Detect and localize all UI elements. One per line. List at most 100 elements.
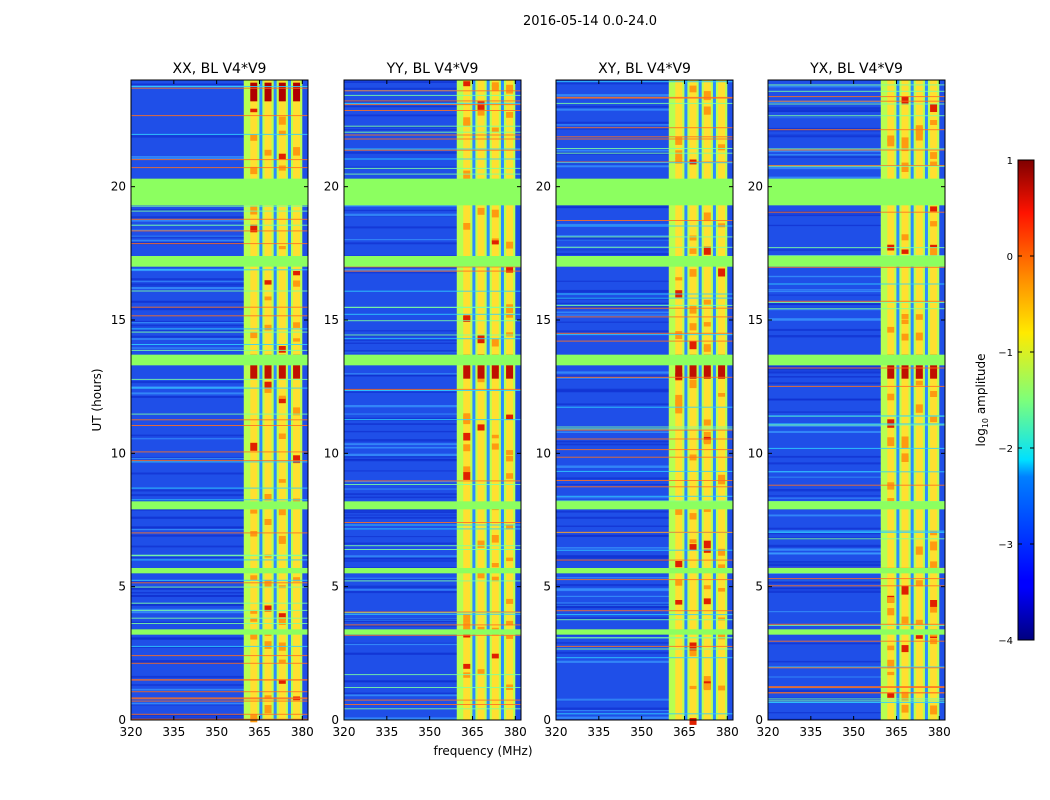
rfi-channel (703, 80, 711, 720)
rfi-burst (506, 455, 514, 462)
colorbar-label: log10 amplitude (974, 354, 990, 447)
noise-row (344, 242, 458, 245)
rfi-time-line (131, 697, 308, 699)
rfi-strong (264, 354, 272, 379)
rfi-time-line (344, 134, 521, 136)
noise-row (556, 280, 670, 282)
noise-row (344, 680, 458, 682)
noise-row (344, 129, 458, 131)
noise-row (556, 124, 670, 126)
noise-row (344, 589, 458, 591)
rfi-burst (901, 249, 909, 254)
rfi-burst (264, 494, 272, 498)
flagged-band (131, 354, 308, 366)
x-tick-label: 365 (885, 725, 908, 739)
colorbar-gradient (1017, 159, 1035, 641)
noise-row (131, 285, 245, 288)
rfi-time-line (344, 338, 521, 340)
noise-row (344, 330, 458, 332)
rfi-burst (491, 209, 499, 218)
noise-row (768, 371, 882, 374)
rfi-time-line (344, 173, 521, 175)
rfi-burst (264, 280, 272, 285)
rfi-burst (703, 549, 711, 553)
rfi-burst (463, 432, 471, 441)
x-tick-label: 365 (461, 725, 484, 739)
rfi-time-line (131, 586, 308, 588)
rfi-time-line (344, 102, 521, 104)
rfi-burst (278, 153, 286, 160)
rfi-burst (901, 234, 909, 241)
flagged-band (556, 178, 733, 206)
rfi-burst (703, 344, 711, 350)
rfi-burst (718, 630, 726, 640)
rfi-burst (703, 106, 711, 115)
rfi-time-line (131, 655, 308, 657)
rfi-burst (930, 152, 938, 159)
rfi-time-line (768, 255, 945, 257)
flagged-band (344, 629, 521, 635)
rfi-strong (887, 354, 895, 379)
rfi-time-line (556, 316, 733, 318)
noise-row (556, 205, 670, 208)
rfi-channel (264, 80, 272, 720)
rfi-burst (887, 692, 895, 698)
noise-row (344, 643, 458, 646)
noise-row (344, 417, 458, 420)
y-tick-label: 15 (748, 313, 763, 327)
rfi-time-line (131, 487, 308, 489)
rfi-burst (506, 620, 514, 626)
rfi-time-line (556, 220, 733, 221)
rfi-burst (477, 335, 485, 344)
noise-row (344, 560, 458, 562)
rfi-time-line (556, 297, 733, 299)
rfi-time-line (768, 585, 945, 587)
noise-row (344, 338, 458, 341)
noise-row (768, 129, 882, 132)
noise-row (131, 236, 245, 239)
rfi-burst (264, 386, 272, 393)
rfi-time-line (768, 686, 945, 688)
rfi-time-line (131, 713, 308, 715)
rfi-time-line (556, 152, 733, 154)
rfi-burst (278, 617, 286, 625)
x-tick-label: 380 (716, 725, 739, 739)
rfi-time-line (344, 708, 521, 710)
rfi-time-line (131, 306, 308, 308)
rfi-burst (463, 81, 471, 87)
rfi-time-line (131, 451, 308, 453)
noise-row (344, 335, 458, 337)
noise-row (556, 121, 670, 124)
panel-2: YY, BL V4*V9 320 335 350 365 380 0 5 10 15 20 (324, 61, 527, 739)
rfi-burst (250, 509, 258, 514)
noise-row (131, 714, 245, 717)
noise-row (556, 556, 670, 559)
noise-row (556, 440, 670, 443)
noise-row (344, 578, 458, 580)
rfi-burst (477, 669, 485, 674)
noise-row (344, 405, 458, 408)
rfi-strong (689, 354, 697, 379)
x-tick-label: 335 (162, 725, 185, 739)
rfi-channel (915, 80, 923, 720)
rfi-time-line (344, 334, 521, 336)
noise-row (131, 516, 245, 518)
noise-row (768, 425, 882, 427)
rfi-burst (506, 112, 514, 118)
rfi-time-line (131, 532, 308, 534)
rfi-strong (915, 354, 923, 379)
rfi-time-line (131, 461, 308, 463)
rfi-time-line (344, 388, 521, 390)
rfi-burst (703, 212, 711, 222)
noise-row (131, 320, 245, 323)
rfi-time-line (768, 302, 945, 303)
rfi-time-line (344, 612, 521, 614)
rfi-burst (703, 676, 711, 684)
rfi-burst (718, 685, 726, 691)
rfi-burst (264, 705, 272, 714)
rfi-strong (278, 354, 286, 379)
rfi-time-line (768, 424, 945, 426)
rfi-time-line (131, 159, 308, 161)
rfi-time-line (344, 90, 521, 92)
